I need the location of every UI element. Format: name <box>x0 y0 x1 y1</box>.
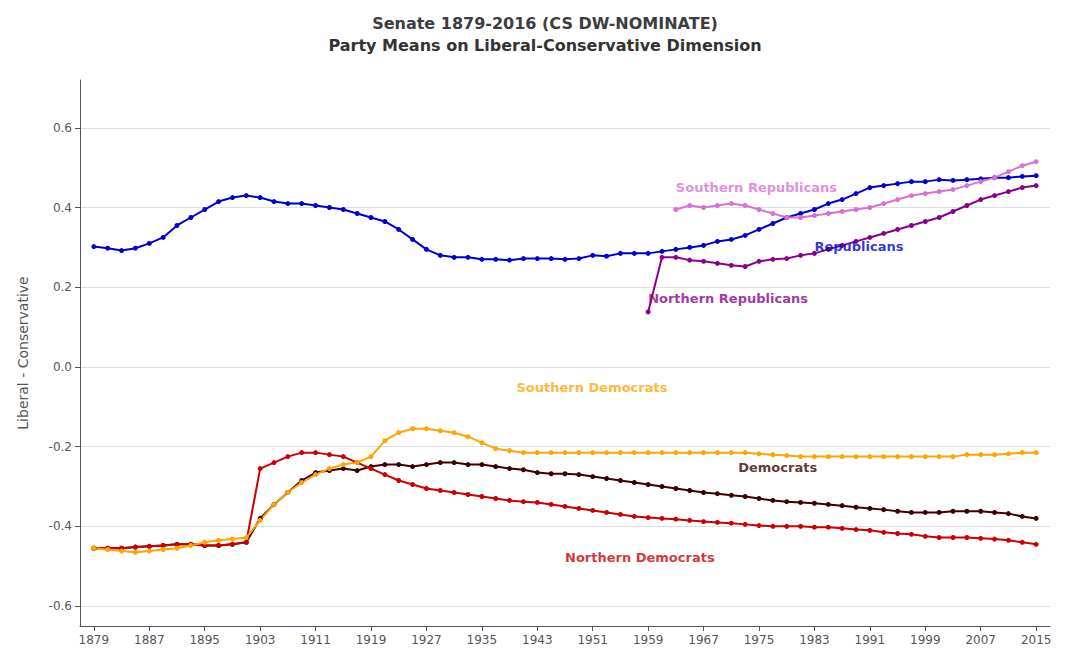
svg-text:Southern Republicans: Southern Republicans <box>676 180 837 195</box>
svg-text:1935: 1935 <box>467 633 498 647</box>
svg-text:2015: 2015 <box>1021 633 1052 647</box>
svg-text:1895: 1895 <box>189 633 220 647</box>
svg-text:1991: 1991 <box>855 633 886 647</box>
svg-text:Northern Republicans: Northern Republicans <box>648 291 808 306</box>
svg-text:1879: 1879 <box>79 633 110 647</box>
svg-text:0.2: 0.2 <box>53 280 72 294</box>
svg-text:1927: 1927 <box>411 633 442 647</box>
svg-text:1959: 1959 <box>633 633 664 647</box>
svg-text:1999: 1999 <box>910 633 941 647</box>
svg-text:Party Means on Liberal-Conserv: Party Means on Liberal-Conservative Dime… <box>328 36 761 55</box>
svg-text:0.0: 0.0 <box>53 360 72 374</box>
svg-text:1919: 1919 <box>356 633 387 647</box>
svg-text:2007: 2007 <box>965 633 996 647</box>
svg-text:Senate 1879-2016 (CS DW-NOMINA: Senate 1879-2016 (CS DW-NOMINATE) <box>372 14 718 33</box>
svg-text:1951: 1951 <box>577 633 608 647</box>
svg-text:1975: 1975 <box>744 633 775 647</box>
svg-text:1911: 1911 <box>300 633 331 647</box>
svg-text:Northern Democrats: Northern Democrats <box>565 550 715 565</box>
svg-text:-0.6: -0.6 <box>49 599 72 613</box>
svg-text:1967: 1967 <box>688 633 719 647</box>
svg-text:0.6: 0.6 <box>53 121 72 135</box>
svg-text:-0.4: -0.4 <box>49 519 72 533</box>
svg-text:Democrats: Democrats <box>738 460 817 475</box>
svg-text:Liberal - Conservative: Liberal - Conservative <box>15 276 31 429</box>
svg-text:Republicans: Republicans <box>814 239 903 254</box>
svg-text:0.4: 0.4 <box>53 201 72 215</box>
svg-text:1983: 1983 <box>799 633 830 647</box>
svg-text:-0.2: -0.2 <box>49 440 72 454</box>
svg-text:1943: 1943 <box>522 633 553 647</box>
svg-text:Southern Democrats: Southern Democrats <box>517 380 668 395</box>
svg-text:1887: 1887 <box>134 633 165 647</box>
svg-text:1903: 1903 <box>245 633 276 647</box>
